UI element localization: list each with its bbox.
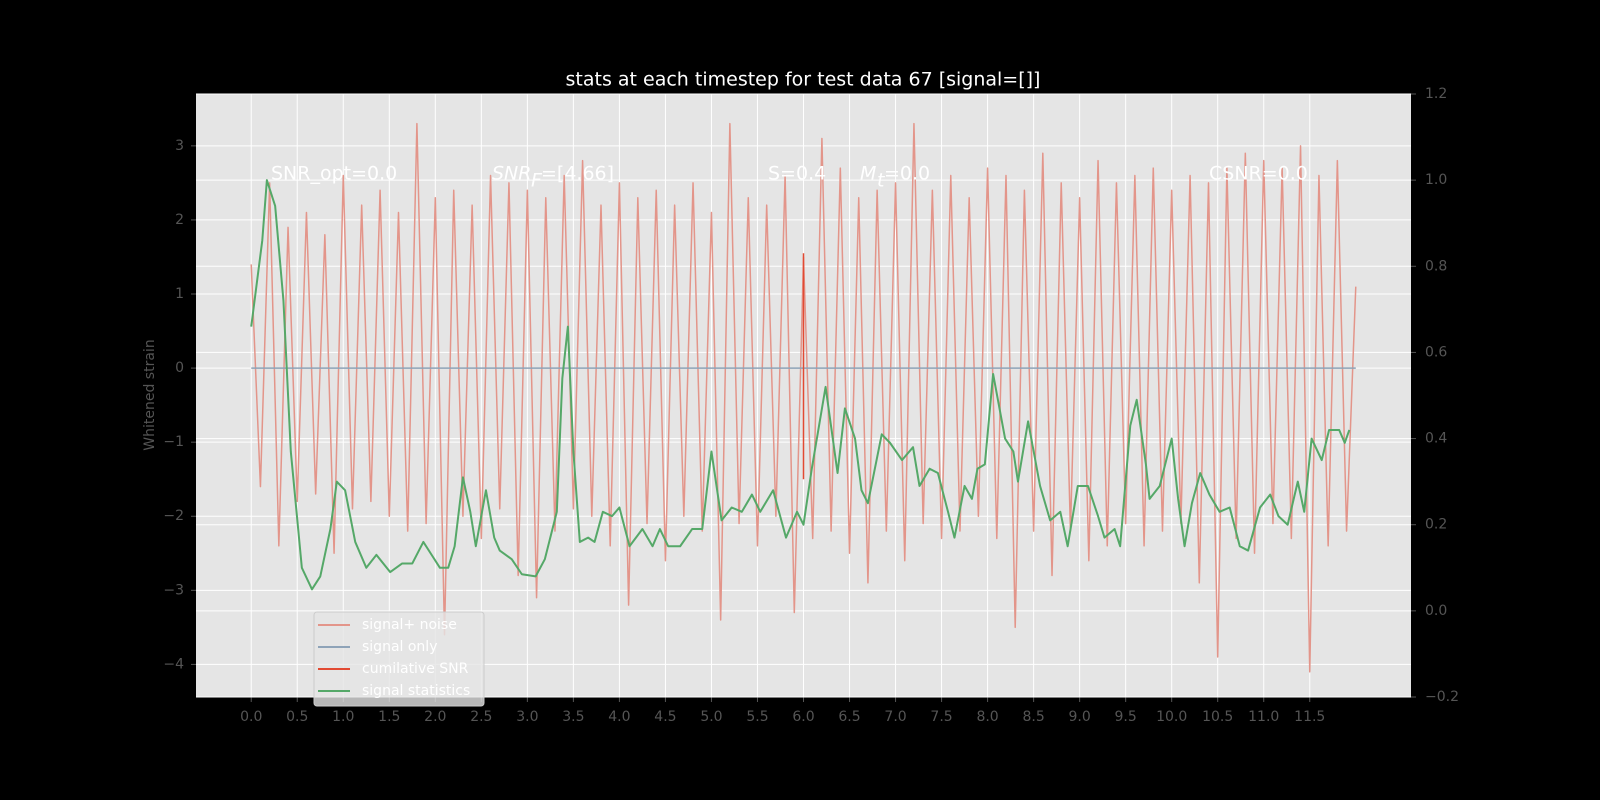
y2-tick-label: 0.4	[1425, 431, 1447, 447]
x-tick-label: 1.5	[378, 709, 400, 725]
x-tick-label: 3.5	[562, 709, 584, 725]
legend-label: signal statistics	[362, 683, 470, 699]
x-tick-label: 8.0	[976, 709, 998, 725]
annotation: =[4.66]	[541, 163, 614, 185]
x-tick-label: 4.0	[608, 709, 630, 725]
y-tick-label: 3	[175, 138, 184, 154]
y-tick-label: −4	[163, 656, 184, 672]
annotation: S=0.4	[768, 163, 826, 185]
y2-tick-label: 0.8	[1425, 258, 1447, 274]
x-tick-label: 2.5	[470, 709, 492, 725]
x-tick-label: 9.5	[1115, 709, 1137, 725]
x-tick-label: 11.0	[1248, 709, 1279, 725]
x-tick-label: 10.5	[1202, 709, 1233, 725]
y2-tick-label: 1.2	[1425, 86, 1447, 102]
x-tick-label: 8.5	[1022, 709, 1044, 725]
x-tick-label: 7.5	[930, 709, 952, 725]
y-tick-label: −3	[163, 582, 184, 598]
x-tick-label: 7.0	[884, 709, 906, 725]
y-tick-label: 2	[175, 212, 184, 228]
x-tick-label: 6.0	[792, 709, 814, 725]
y2-tick-label: −0.2	[1425, 689, 1459, 705]
x-tick-label: 3.0	[516, 709, 538, 725]
x-tick-label: 11.5	[1294, 709, 1325, 725]
y-tick-label: −1	[163, 434, 184, 450]
x-tick-label: 0.5	[286, 709, 308, 725]
legend-label: cumilative SNR	[362, 661, 469, 677]
x-tick-label: 10.0	[1156, 709, 1187, 725]
annotation: CSNR=0.0	[1209, 163, 1308, 185]
x-tick-label: 5.5	[746, 709, 768, 725]
y-axis-label: Whitened strain	[142, 339, 158, 450]
annotation: =0.0	[884, 163, 930, 185]
y2-tick-label: 0.0	[1425, 603, 1447, 619]
annotation: SNR	[492, 163, 531, 185]
x-tick-label: 5.0	[700, 709, 722, 725]
x-tick-label: 1.0	[332, 709, 354, 725]
x-tick-label: 9.0	[1069, 709, 1091, 725]
annotation: SNR_opt=0.0	[271, 163, 397, 185]
x-tick-label: 2.0	[424, 709, 446, 725]
legend-label: signal+ noise	[362, 617, 457, 633]
x-tick-label: 6.5	[838, 709, 860, 725]
annotation: t	[877, 170, 886, 192]
x-tick-label: 4.5	[654, 709, 676, 725]
x-tick-label: 0.0	[240, 709, 262, 725]
y2-tick-label: 1.0	[1425, 172, 1447, 188]
annotation: F	[531, 170, 543, 192]
y-tick-label: −2	[163, 508, 184, 524]
chart-title: stats at each timestep for test data 67 …	[566, 69, 1041, 91]
y2-tick-label: 0.2	[1425, 517, 1447, 533]
y-tick-label: 1	[175, 286, 184, 302]
legend-box	[313, 611, 485, 707]
annotation: M	[860, 163, 876, 185]
y-tick-label: 0	[175, 360, 184, 376]
series-line	[250, 179, 1351, 591]
y2-tick-label: 0.6	[1425, 344, 1447, 360]
legend-label: signal only	[362, 639, 437, 655]
